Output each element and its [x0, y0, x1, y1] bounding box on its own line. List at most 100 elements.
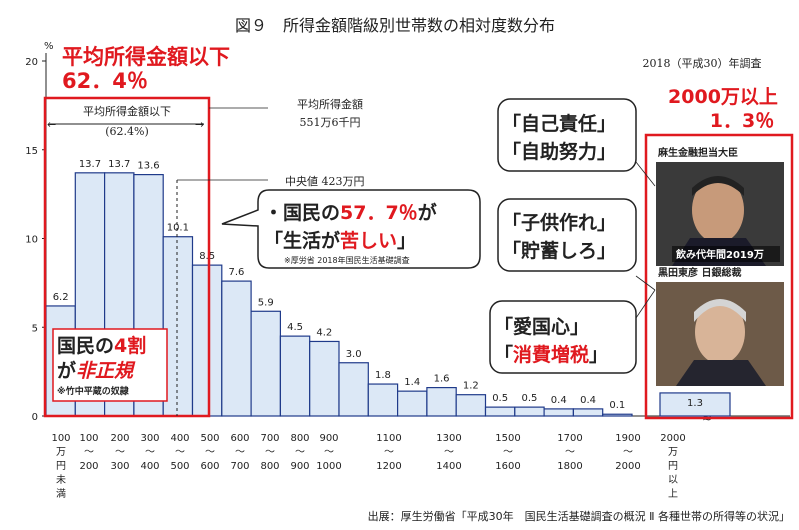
bar-value-label: 7.6 — [228, 267, 244, 278]
non-regular-line2-a: が — [57, 359, 76, 382]
y-tick-label: 20 — [25, 57, 38, 68]
x-tick-label: 〜 — [265, 447, 275, 458]
kuroda-photo: 黒田東彦 日銀総裁 — [656, 266, 784, 386]
x-tick-label: 以 — [668, 475, 678, 486]
x-tick-group: 200 〜 300 — [110, 433, 129, 472]
bubble-patriotism-tax: 「愛国心」 「消費増税」 — [489, 300, 637, 374]
x-tick-label: 1400 — [436, 461, 461, 472]
main-bubble-line2-c: 」 — [397, 230, 416, 252]
x-tick-label: 600 — [230, 433, 249, 444]
bar-value-label: 13.6 — [137, 161, 159, 172]
aso-photo: 麻生金融担当大臣 飲み代年間2019万 — [656, 146, 784, 266]
top-earners-frame — [644, 133, 794, 420]
x-tick-label: 1300 — [436, 433, 461, 444]
bar-value-label: 10.1 — [167, 223, 189, 234]
x-tick-label: 500 — [200, 433, 219, 444]
bar-value-label: 13.7 — [108, 159, 130, 170]
x-tick-label: 1000 — [316, 461, 341, 472]
red-right-line2: 1．3％ — [710, 110, 774, 132]
red-headline-line1: 平均所得金額以下 — [62, 45, 230, 69]
bar — [602, 413, 633, 417]
x-tick-label: 〜 — [235, 447, 245, 458]
x-tick-label: 未 — [56, 474, 66, 486]
x-tick-label: 1900 — [615, 433, 640, 444]
main-bubble-line2-a: 「生活が — [264, 229, 340, 252]
main-bubble-shape — [221, 189, 481, 269]
kuroda-face — [695, 300, 745, 364]
bar — [484, 406, 516, 417]
bracket-arrow-right: → — [195, 118, 204, 131]
x-tick-label: 〜 — [384, 447, 394, 458]
bar — [572, 408, 604, 417]
x-tick-group: 1900 〜 2000 — [615, 433, 640, 472]
x-tick-group: 400 〜 500 — [170, 433, 189, 472]
bar-value-label: 0.1 — [609, 400, 625, 411]
bubble2-line1: 「子供作れ」 — [502, 211, 616, 234]
non-regular-line1-b: 4割 — [114, 334, 146, 357]
non-regular-box: 国民の4割 が非正規 ※竹中平蔵の奴隷 — [52, 328, 168, 402]
bubble3-line1: 「愛国心」 — [494, 315, 589, 338]
x-tick-label: 1600 — [495, 461, 520, 472]
x-tick-group: 500 〜 600 — [200, 433, 219, 472]
aso-caption: 麻生金融担当大臣 — [657, 146, 738, 159]
x-tick-label: 円 — [668, 461, 678, 472]
x-tick-label: 900 — [319, 433, 338, 444]
x-tick-label: 2000 — [660, 433, 685, 444]
main-bubble-line1-c: が — [418, 201, 437, 224]
median-label: 中央値 423万円 — [285, 175, 365, 188]
non-regular-line1-a: 国民の — [57, 335, 114, 357]
bar — [338, 362, 369, 417]
bar — [191, 264, 223, 417]
x-tick-label: 700 — [260, 433, 279, 444]
main-speech-bubble: ・国民の57．7％が 「生活が苦しい」 ※厚労省 2018年国民生活基礎調査 — [221, 189, 481, 269]
bar — [367, 383, 399, 417]
bar-value-label: 4.2 — [316, 327, 332, 338]
bar-value-label: 0.5 — [521, 393, 537, 404]
x-tick-label: 万 — [56, 447, 66, 458]
x-tick-label: 〜 — [565, 447, 575, 458]
main-bubble-line2: 「生活が苦しい」 — [264, 229, 416, 252]
bracket-arrow-left: ← — [47, 118, 56, 131]
bar-value-label: 1.2 — [463, 381, 479, 392]
x-tick-label: 100 — [51, 433, 70, 444]
aso-face — [692, 177, 744, 243]
x-tick-group: 1300 〜 1400 — [436, 433, 461, 472]
y-tick-label: 0 — [32, 412, 38, 423]
non-regular-line1: 国民の4割 — [57, 334, 146, 357]
x-tick-group: 1700 〜 1800 — [557, 433, 582, 472]
x-tick-label: 300 — [110, 461, 129, 472]
x-tick-label: 1100 — [376, 433, 401, 444]
x-tick-label: 700 — [230, 461, 249, 472]
y-tick-label: 5 — [32, 323, 38, 334]
bar-value-label: 3.0 — [346, 349, 362, 360]
non-regular-frame — [52, 328, 168, 402]
x-tick-label: 300 — [140, 433, 159, 444]
bar-value-label: 13.7 — [79, 159, 101, 170]
bar — [250, 310, 282, 417]
x-tick-label: 円 — [56, 461, 66, 472]
x-tick-label: 1500 — [495, 433, 520, 444]
x-tick-label: 400 — [170, 433, 189, 444]
x-tick-label: 600 — [200, 461, 219, 472]
bar-value-label: 4.5 — [287, 322, 303, 333]
bar — [426, 387, 457, 417]
x-tick-label: 〜 — [175, 447, 185, 458]
bubble2-line2: 「貯蓄しろ」 — [502, 239, 616, 262]
x-tick-group: 700 〜 800 — [260, 433, 279, 472]
bar-value-label: 1.8 — [375, 370, 391, 381]
x-tick-group: 300 〜 400 — [140, 433, 159, 472]
bar — [514, 406, 545, 417]
bar-value-label: 0.4 — [551, 395, 567, 406]
x-tick-group: 100 〜 200 — [79, 433, 98, 472]
aso-hair — [692, 176, 744, 196]
bubble3-line2-a: 「 — [494, 343, 513, 366]
x-tick-group: 1500 〜 1600 — [495, 433, 520, 472]
average-label: 平均所得金額 — [297, 97, 363, 111]
x-tick-label: 〜 — [145, 447, 155, 458]
y-tick-label: 10 — [25, 235, 38, 246]
bar-value-labels: 6.2 13.7 13.7 13.6 10.1 8.5 7.6 5.9 4.5 4.2 3.0 1.8… — [53, 159, 703, 411]
main-bubble-line2-b: 苦しい — [340, 229, 397, 252]
x-tick-label: 〜 — [84, 447, 94, 458]
bubble3-line2-c: 」 — [589, 344, 608, 366]
bar-value-label: 6.2 — [53, 292, 69, 303]
